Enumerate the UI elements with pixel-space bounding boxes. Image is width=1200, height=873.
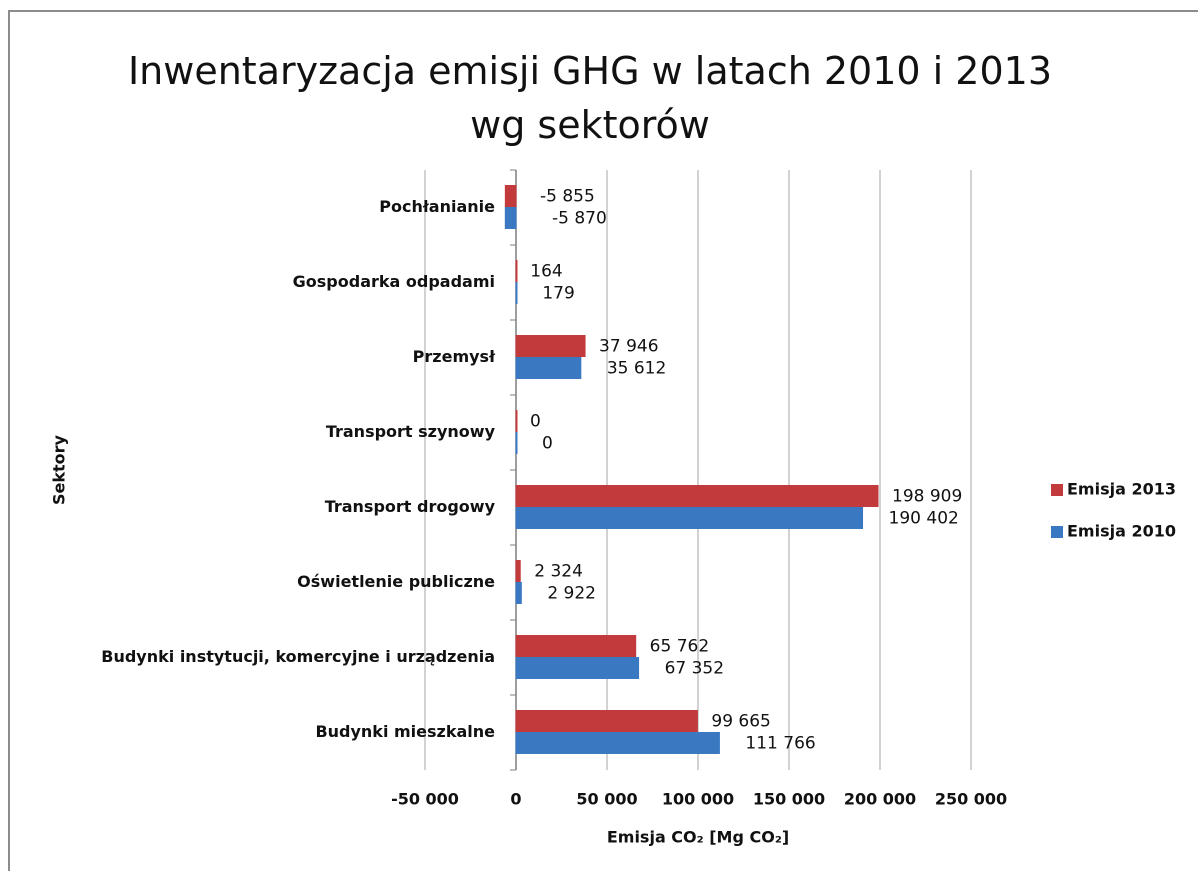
x-tick-label: -50 000 — [391, 790, 459, 809]
legend-label: Emisja 2010 — [1067, 522, 1176, 541]
y-tick-label: Budynki mieszkalne — [315, 722, 495, 741]
bar — [515, 282, 518, 304]
bar — [515, 335, 586, 357]
bar — [504, 207, 517, 229]
value-label: 190 402 — [889, 509, 959, 529]
legend-swatch — [1051, 484, 1063, 496]
legend-swatch — [1051, 526, 1063, 538]
y-tick-label: Budynki instytucji, komercyjne i urządze… — [101, 647, 495, 666]
value-label: 65 762 — [650, 637, 709, 657]
y-tick-label: Gospodarka odpadami — [293, 272, 495, 291]
y-tick-label: Oświetlenie publiczne — [297, 572, 495, 591]
value-label: 67 352 — [665, 659, 724, 679]
value-label: 0 — [530, 412, 541, 432]
chart-frame — [8, 10, 1198, 871]
bar — [515, 732, 720, 754]
bar — [515, 260, 518, 282]
value-label: 99 665 — [711, 712, 770, 732]
value-label: 179 — [542, 284, 574, 304]
bar — [515, 485, 879, 507]
chart-title: Inwentaryzacja emisji GHG w latach 2010 … — [127, 49, 1053, 147]
bar — [515, 582, 522, 604]
bar — [504, 185, 517, 207]
x-tick-label: 100 000 — [662, 790, 734, 809]
x-tick-label: 250 000 — [935, 790, 1007, 809]
y-tick-label: Przemysł — [413, 347, 496, 366]
legend-label: Emisja 2013 — [1067, 480, 1176, 499]
y-tick-label: Pochłanianie — [379, 197, 495, 216]
value-label: 2 922 — [547, 584, 596, 604]
bar — [515, 410, 518, 432]
bar — [515, 432, 518, 454]
x-tick-label: 50 000 — [576, 790, 637, 809]
y-axis-title: Sektory — [50, 434, 69, 505]
value-label: -5 870 — [552, 209, 607, 229]
bar — [515, 657, 640, 679]
value-label: 0 — [542, 434, 553, 454]
bar — [515, 507, 864, 529]
value-label: 2 324 — [534, 562, 583, 582]
y-tick-label: Transport szynowy — [326, 422, 496, 441]
bar — [515, 357, 582, 379]
y-tick-label: Transport drogowy — [325, 497, 496, 516]
value-label: 37 946 — [599, 337, 658, 357]
x-tick-label: 200 000 — [844, 790, 916, 809]
value-label: 198 909 — [892, 487, 962, 507]
value-label: 35 612 — [607, 359, 666, 379]
value-label: -5 855 — [540, 187, 595, 207]
x-tick-label: 150 000 — [753, 790, 825, 809]
bar — [515, 710, 698, 732]
bar — [515, 635, 637, 657]
value-label: 164 — [530, 262, 562, 282]
x-axis-title: Emisja CO₂ [Mg CO₂] — [607, 828, 789, 847]
value-label: 111 766 — [745, 734, 815, 754]
x-tick-label: 0 — [510, 790, 521, 809]
bar — [515, 560, 521, 582]
